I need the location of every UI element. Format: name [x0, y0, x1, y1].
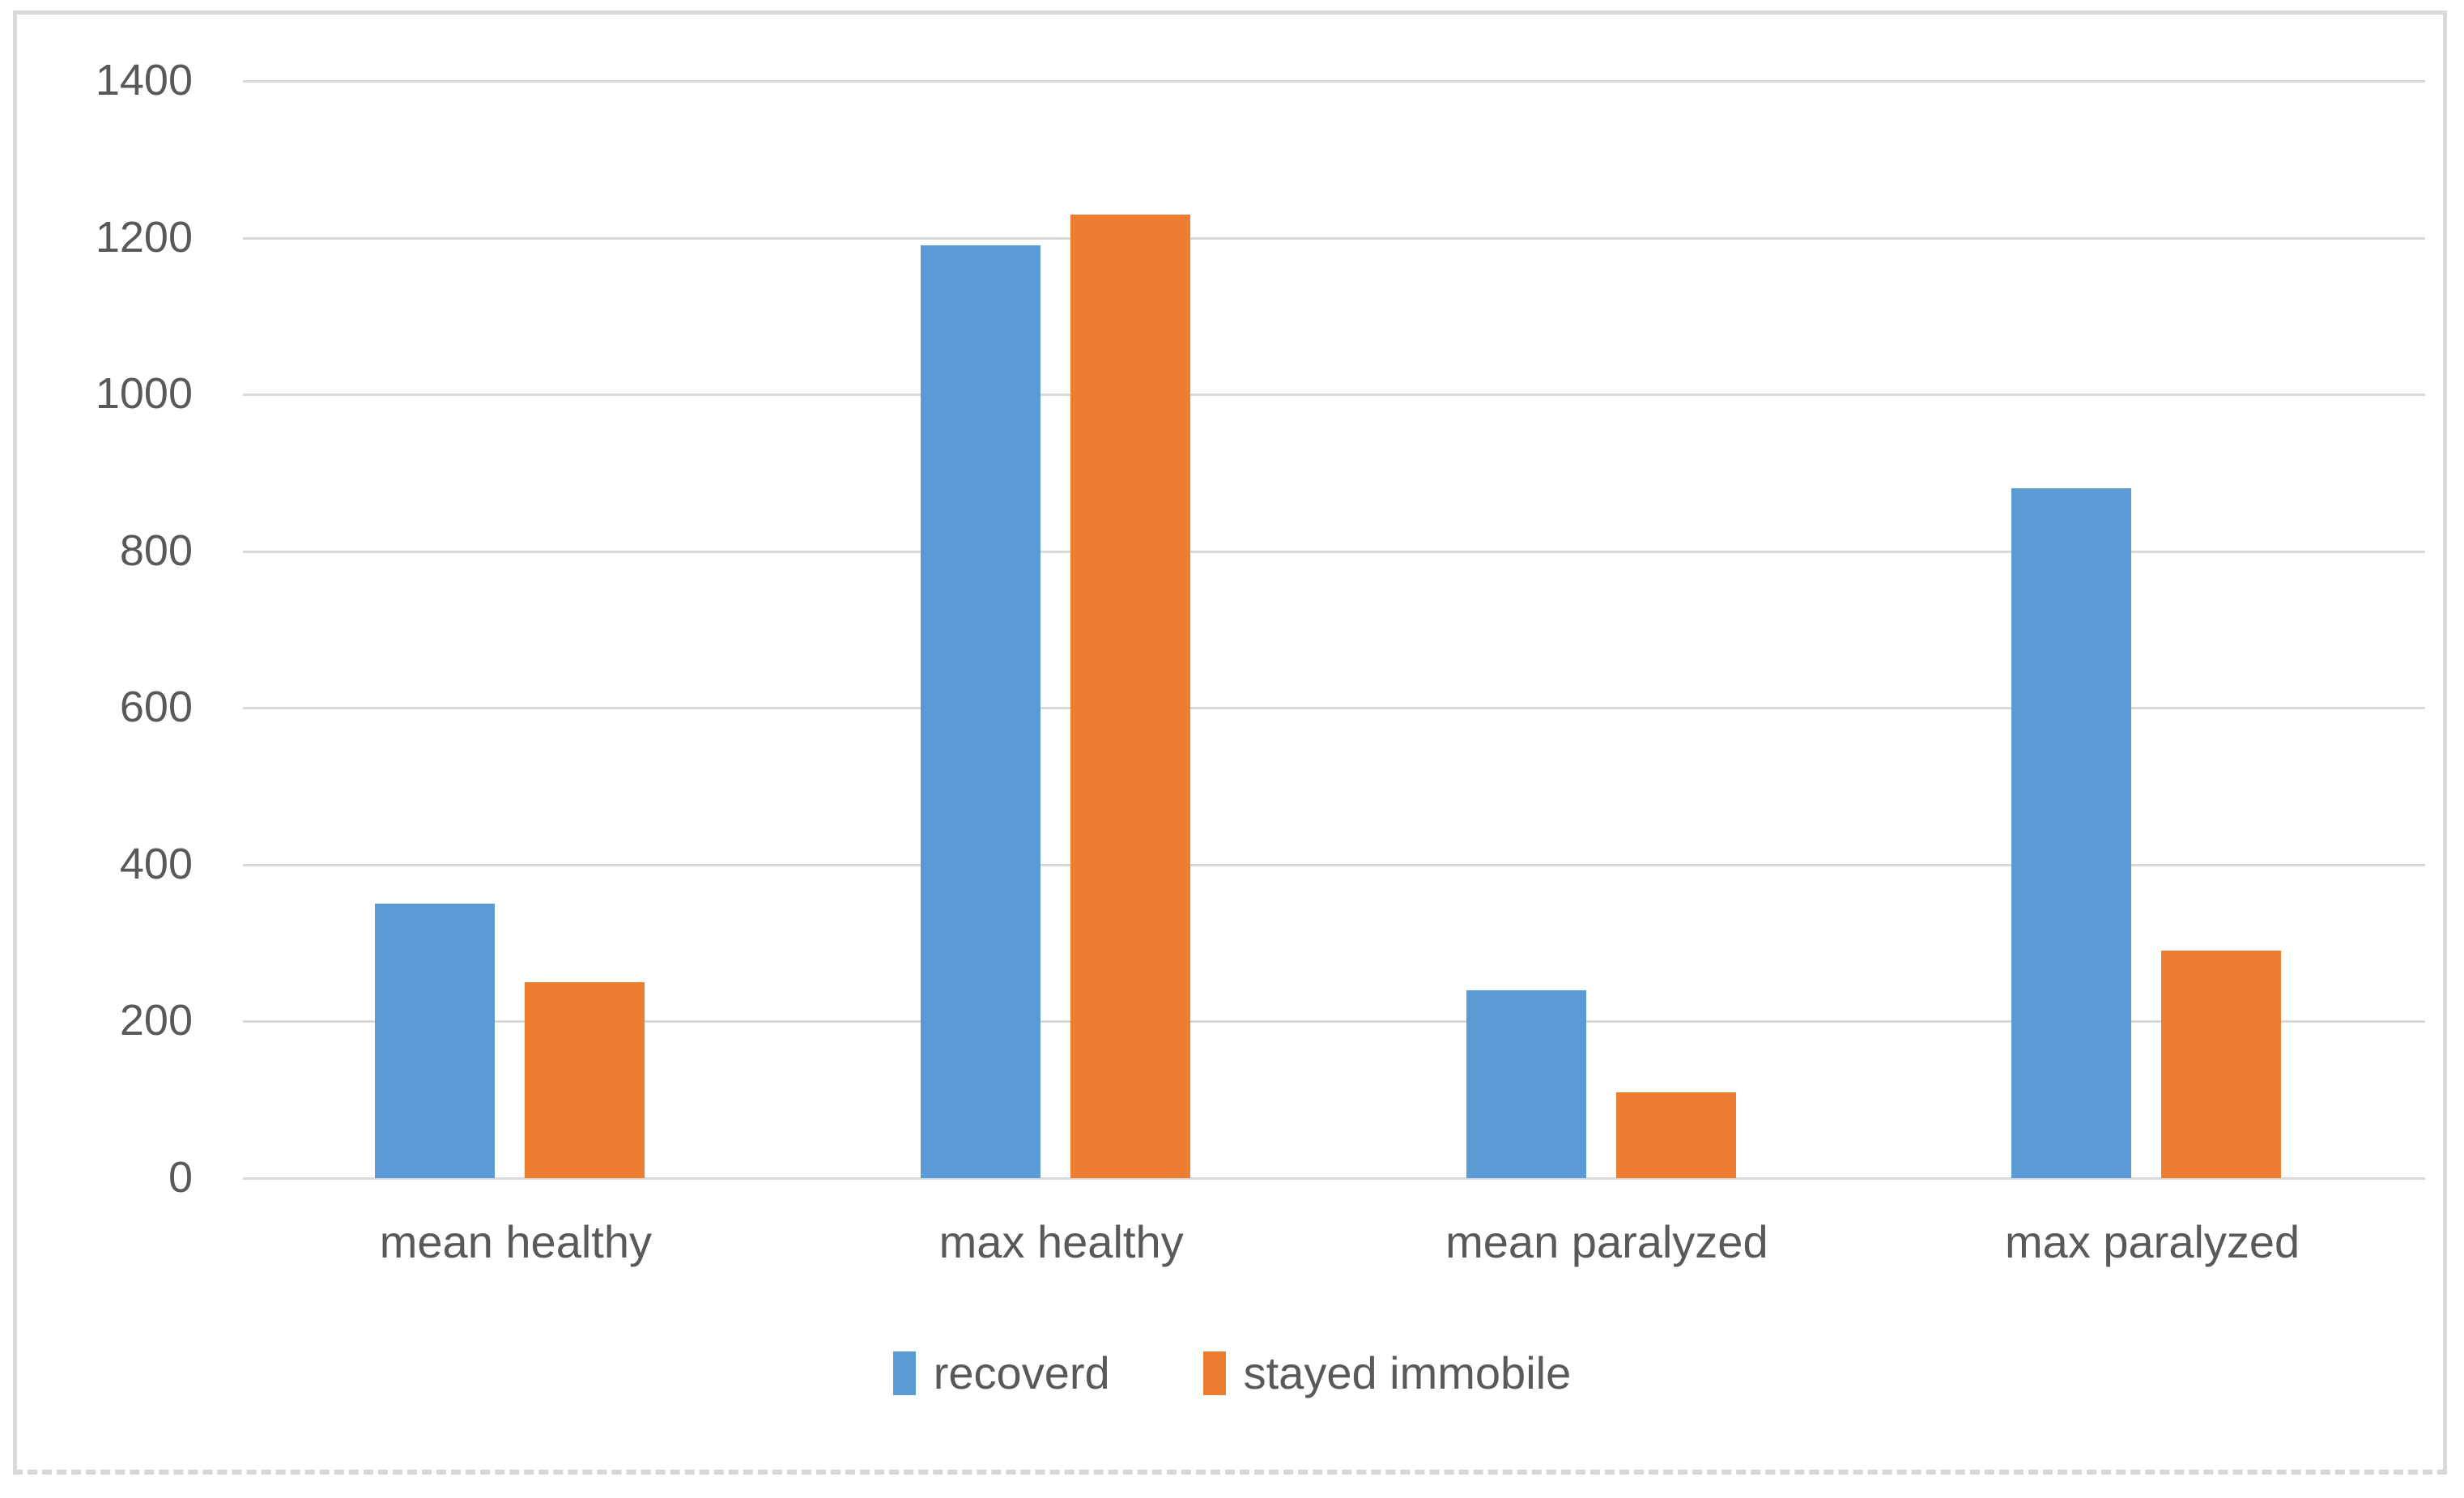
legend-swatch-icon-stayed-immobile — [1202, 1351, 1226, 1395]
y-axis-tick-1200: 1200 — [95, 212, 193, 262]
bar-recoverd-mean-paralyzed — [1466, 989, 1586, 1178]
gridline-1000 — [243, 394, 2425, 397]
y-axis-tick-0: 0 — [168, 1153, 193, 1202]
legend-label-recoverd: recoverd — [933, 1347, 1110, 1398]
gridline-0 — [243, 1177, 2425, 1180]
legend-label-stayed-immobile: stayed immobile — [1243, 1347, 1572, 1398]
y-axis-tick-1000: 1000 — [95, 369, 193, 419]
x-axis-label-mean-paralyzed: mean paralyzed — [1445, 1216, 1768, 1267]
legend-item-stayed-immobile: stayed immobile — [1202, 1347, 1572, 1399]
x-axis-label-max-paralyzed: max paralyzed — [2005, 1216, 2300, 1267]
y-axis-tick-600: 600 — [119, 683, 193, 732]
bar-recoverd-max-healthy — [920, 245, 1040, 1178]
bar-recoverd-mean-healthy — [375, 904, 495, 1178]
bar-stayed-immobile-max-healthy — [1070, 214, 1190, 1178]
gridline-1200 — [243, 236, 2425, 240]
y-axis-tick-400: 400 — [119, 839, 193, 888]
gridline-200 — [243, 1020, 2425, 1023]
legend: recoverd stayed immobile — [0, 1344, 2464, 1402]
legend-item-recoverd: recoverd — [892, 1347, 1110, 1399]
bar-stayed-immobile-max-paralyzed — [2161, 951, 2282, 1178]
gridline-600 — [243, 707, 2425, 710]
bar-stayed-immobile-mean-paralyzed — [1615, 1092, 1736, 1178]
bar-recoverd-max-paralyzed — [2011, 488, 2132, 1178]
legend-swatch-icon-recoverd — [892, 1351, 916, 1395]
gridline-1400 — [243, 80, 2425, 83]
y-axis-tick-1400: 1400 — [95, 56, 193, 104]
y-axis-tick-800: 800 — [119, 526, 193, 575]
bar-stayed-immobile-mean-healthy — [525, 982, 645, 1178]
gridline-800 — [243, 550, 2425, 553]
gridline-400 — [243, 863, 2425, 866]
x-axis-label-mean-healthy: mean healthy — [379, 1216, 652, 1267]
y-axis-tick-200: 200 — [119, 996, 193, 1045]
x-axis-label-max-healthy: max healthy — [938, 1216, 1184, 1267]
